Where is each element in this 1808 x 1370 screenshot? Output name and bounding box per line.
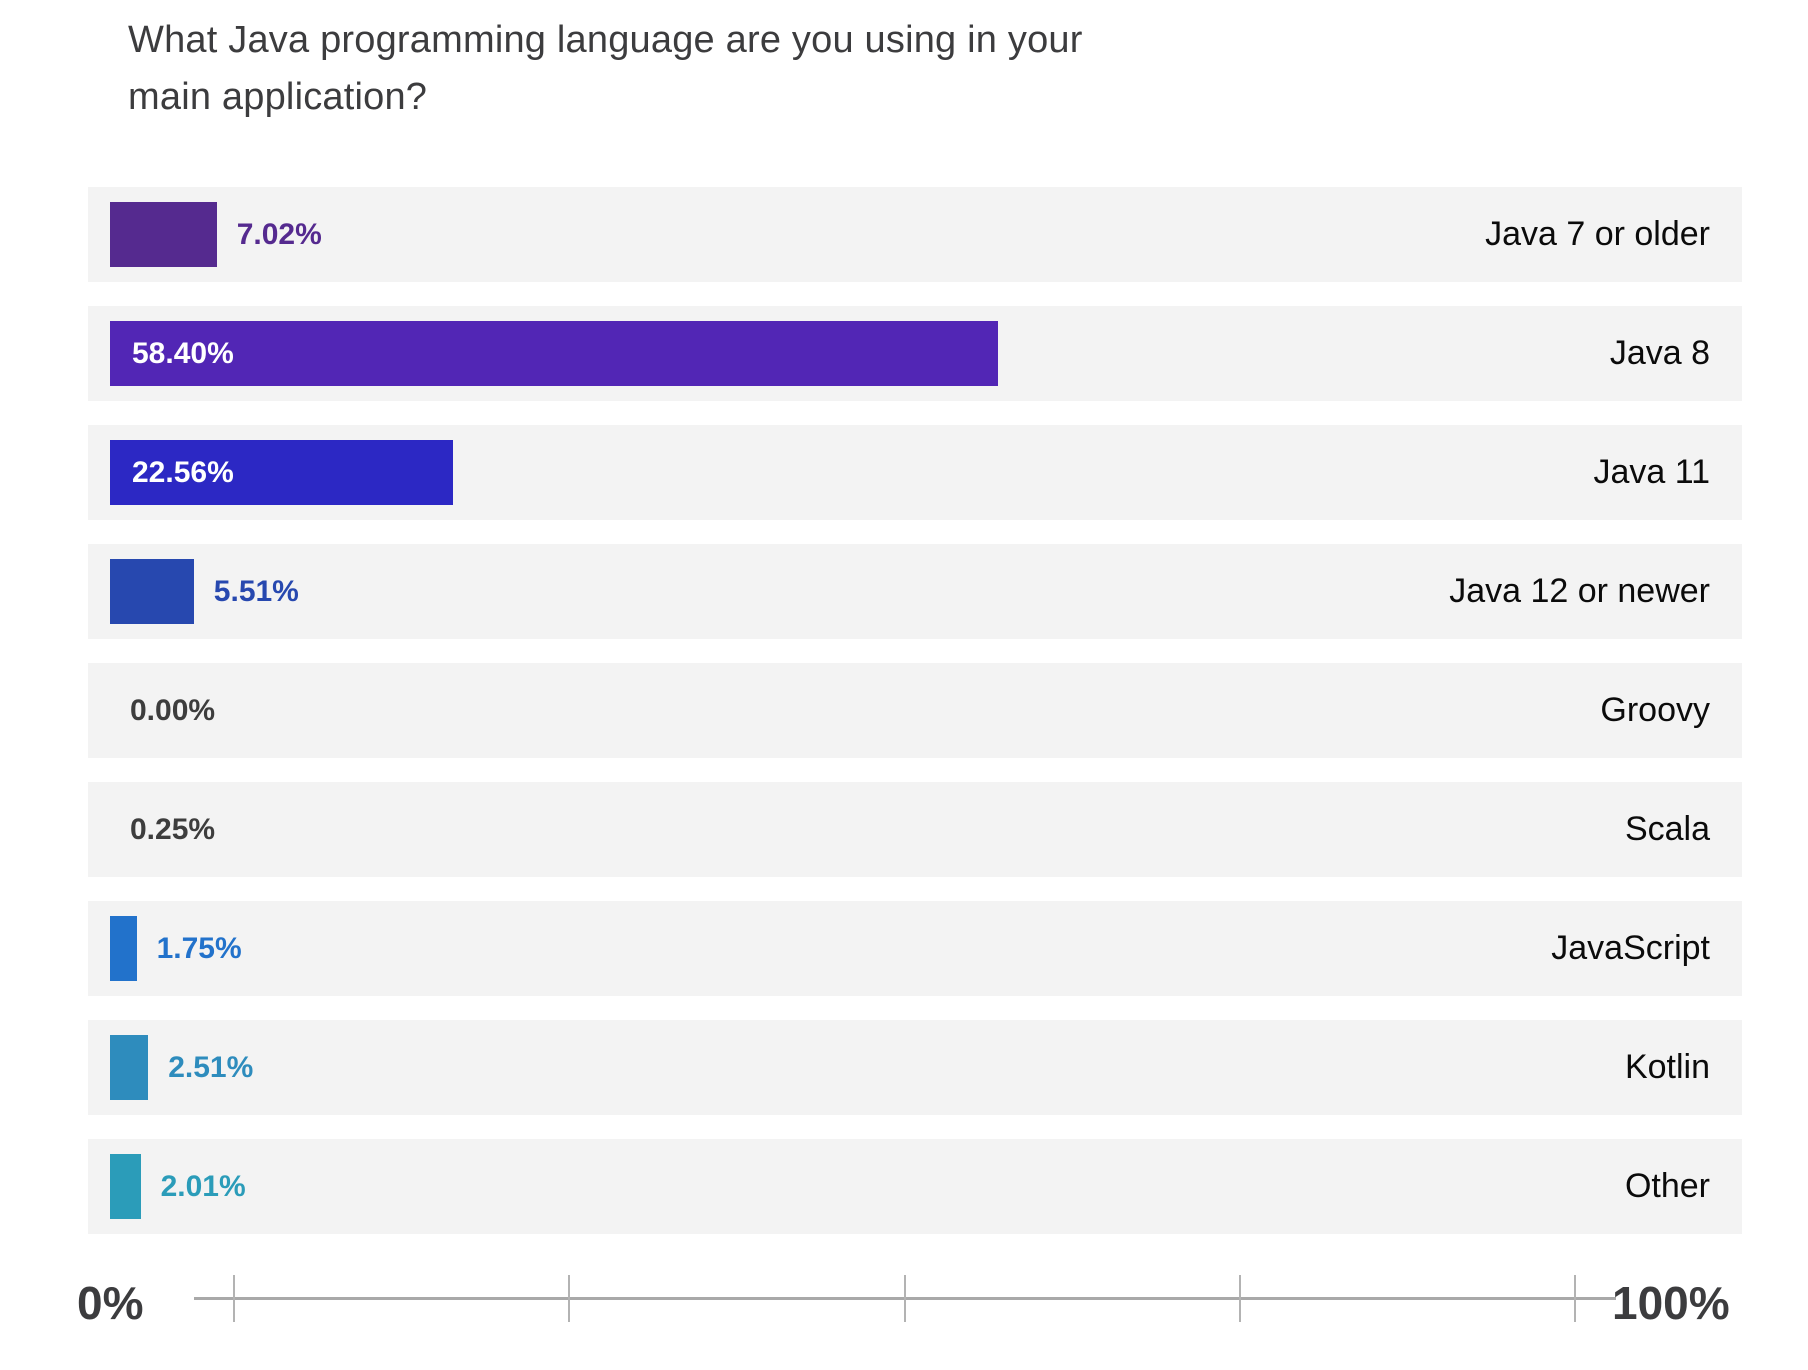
bar-line: 1.75% bbox=[110, 916, 1742, 981]
axis-tick bbox=[1574, 1275, 1576, 1322]
chart-row: 22.56% Java 11 bbox=[88, 425, 1742, 520]
bar-line: 0.25% bbox=[110, 797, 1742, 862]
x-axis-line bbox=[194, 1275, 1616, 1322]
category-label: JavaScript bbox=[1551, 929, 1710, 967]
chart-row: 0.25% Scala bbox=[88, 782, 1742, 877]
chart-row: 0.00% Groovy bbox=[88, 663, 1742, 758]
bar bbox=[110, 916, 137, 981]
category-label: Java 12 or newer bbox=[1449, 572, 1710, 610]
bar-value-label: 2.01% bbox=[160, 1169, 246, 1203]
category-label: Other bbox=[1624, 1167, 1710, 1205]
chart-row: 58.40% Java 8 bbox=[88, 306, 1742, 401]
axis-min-label: 0% bbox=[77, 1277, 144, 1329]
bar-line: 2.51% bbox=[110, 1035, 1742, 1100]
bar bbox=[110, 1154, 141, 1219]
chart-title-line-2: main application? bbox=[128, 76, 428, 118]
bar-value-label: 1.75% bbox=[156, 931, 242, 965]
bar-value-label: 0.25% bbox=[130, 812, 216, 846]
bar bbox=[110, 1035, 149, 1100]
bar-line: 22.56% bbox=[110, 440, 1742, 505]
axis-tick bbox=[1238, 1275, 1241, 1322]
chart-row: 2.51% Kotlin bbox=[88, 1020, 1742, 1115]
category-label: Java 7 or older bbox=[1485, 215, 1710, 253]
category-label: Scala bbox=[1624, 810, 1710, 848]
bar-value-label: 22.56% bbox=[132, 456, 234, 489]
bar bbox=[110, 202, 217, 267]
bar-value-label: 7.02% bbox=[236, 217, 322, 251]
category-label: Groovy bbox=[1600, 691, 1710, 729]
category-label: Java 8 bbox=[1609, 334, 1710, 372]
bar-line: 7.02% bbox=[110, 202, 1742, 267]
chart-row: 7.02% Java 7 or older bbox=[88, 187, 1742, 282]
bar bbox=[110, 559, 194, 624]
category-label: Java 11 bbox=[1593, 453, 1710, 491]
bar-line: 5.51% bbox=[110, 559, 1742, 624]
chart-row: 2.01% Other bbox=[88, 1139, 1742, 1234]
chart-row: 1.75% JavaScript bbox=[88, 901, 1742, 996]
bar-line: 0.00% bbox=[110, 678, 1742, 743]
category-label: Kotlin bbox=[1624, 1048, 1710, 1086]
bar-line: 2.01% bbox=[110, 1154, 1742, 1219]
bar: 58.40% bbox=[110, 321, 998, 386]
bar: 22.56% bbox=[110, 440, 453, 505]
chart-rows: 7.02% Java 7 or older 58.40% Java 8 22.5… bbox=[88, 187, 1742, 1234]
axis-tick bbox=[903, 1275, 906, 1322]
axis-tick bbox=[233, 1275, 235, 1322]
chart-row: 5.51% Java 12 or newer bbox=[88, 544, 1742, 639]
bar-value-label: 0.00% bbox=[130, 693, 216, 727]
bar-value-label: 2.51% bbox=[168, 1050, 254, 1084]
chart-title-line-1: What Java programming language are you u… bbox=[128, 19, 1083, 61]
bar-value-label: 58.40% bbox=[132, 337, 234, 370]
bar-value-label: 5.51% bbox=[213, 574, 299, 608]
chart-title: What Java programming language are you u… bbox=[128, 12, 1083, 126]
bar-line: 58.40% bbox=[110, 321, 1742, 386]
axis-tick bbox=[568, 1275, 571, 1322]
axis-max-label: 100% bbox=[1612, 1277, 1730, 1329]
